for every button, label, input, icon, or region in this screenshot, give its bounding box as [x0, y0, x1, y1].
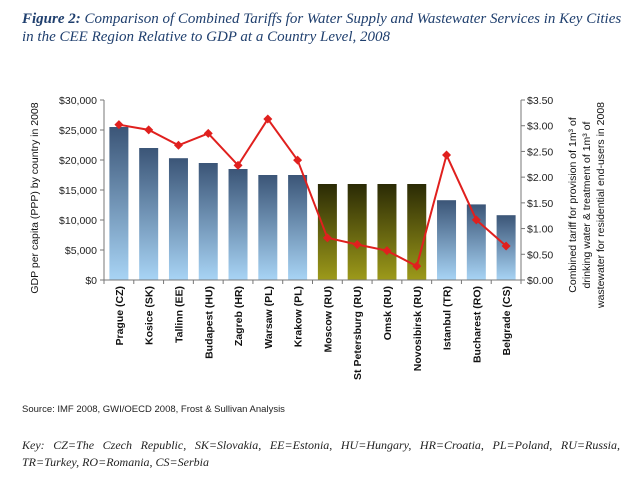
category-label: Novosibirsk (RU)	[412, 286, 424, 371]
tariff-point	[352, 240, 362, 250]
right-axis-title-line: wastewater for residential end-users in …	[595, 102, 607, 309]
right-tick-label: $2.50	[527, 146, 553, 158]
tariff-point	[114, 120, 124, 130]
tariff-point	[382, 246, 392, 256]
tariff-point	[263, 114, 273, 124]
tariff-point	[322, 233, 332, 243]
left-axis-title: GDP per capita (PPP) by country in 2008	[29, 102, 41, 293]
category-label: Tallinn (EE)	[173, 286, 185, 343]
right-axis-title-line: drinking water & treatment of 1m³ of	[581, 121, 593, 288]
tariff-point	[173, 140, 183, 150]
right-tick-label: $3.00	[527, 121, 553, 133]
bar-krakow-pl	[288, 175, 308, 280]
tariff-point	[501, 241, 511, 251]
axes-layer: $0 $5,000 $10,000 $15,000 $20,000 $25,000 $30,…	[29, 95, 607, 380]
category-label: Prague (CZ)	[114, 286, 126, 346]
bars-layer	[109, 127, 516, 280]
bar-budapest-hu	[198, 163, 218, 280]
bar-istanbul-tr	[437, 200, 457, 280]
right-tick-label: $0.50	[527, 249, 553, 261]
figure-title: Comparison of Combined Tariffs for Water…	[22, 11, 622, 45]
category-label: Krakow (PL)	[293, 286, 305, 347]
combined-chart: $0 $5,000 $10,000 $15,000 $20,000 $25,000 $30,…	[29, 95, 607, 380]
tariff-point	[412, 261, 422, 271]
category-label: Istanbul (TR)	[442, 286, 454, 350]
right-tick-label: $1.00	[527, 224, 553, 236]
right-tick-label: $2.00	[527, 172, 553, 184]
right-axis-title-line: Combined tariff for provision of 1m³ of	[567, 117, 579, 293]
category-label: Zagreb (HR)	[233, 286, 245, 346]
bar-st-petersburg-ru	[347, 184, 367, 280]
left-tick-label: $25,000	[59, 125, 97, 137]
left-tick-label: $5,000	[65, 245, 97, 257]
tariff-point	[442, 150, 452, 160]
bar-warsaw-pl	[258, 175, 278, 280]
tariff-point	[293, 155, 303, 165]
figure-label: Figure 2:	[22, 11, 81, 27]
left-tick-label: $10,000	[59, 215, 97, 227]
tariff-line-layer	[114, 114, 511, 271]
bar-novosibirsk-ru	[407, 184, 427, 280]
left-tick-label: $15,000	[59, 185, 97, 197]
left-tick-label: $0	[85, 275, 97, 287]
category-label: Bucharest (RO)	[471, 286, 483, 363]
bar-prague-cz	[109, 127, 129, 280]
country-key: Key: CZ=The Czech Republic, SK=Slovakia,…	[22, 438, 620, 469]
bar-zagreb-hr	[228, 169, 248, 280]
bar-tallinn-ee	[168, 158, 188, 280]
right-tick-label: $0.00	[527, 275, 553, 287]
category-label: Omsk (RU)	[382, 286, 394, 340]
tariff-point	[144, 125, 154, 135]
tariff-point	[203, 128, 213, 138]
right-tick-label: $3.50	[527, 95, 553, 107]
category-label: Kosice (SK)	[144, 286, 156, 345]
tariff-point	[233, 160, 243, 170]
left-tick-label: $20,000	[59, 155, 97, 167]
bar-kosice-sk	[139, 148, 159, 280]
category-label: Warsaw (PL)	[263, 286, 275, 349]
category-label: St Petersburg (RU)	[352, 286, 364, 380]
bar-moscow-ru	[317, 184, 337, 280]
category-label: Moscow (RU)	[322, 286, 334, 353]
right-tick-label: $1.50	[527, 198, 553, 210]
bar-omsk-ru	[377, 184, 397, 280]
category-label: Budapest (HU)	[203, 286, 215, 359]
source-note: Source: IMF 2008, GWI/OECD 2008, Frost &…	[22, 404, 285, 415]
tariff-point	[471, 215, 481, 225]
figure-caption: Figure 2: Comparison of Combined Tariffs…	[22, 10, 622, 46]
tariff-line	[118, 117, 507, 268]
left-tick-label: $30,000	[59, 95, 97, 107]
category-label: Belgrade (CS)	[501, 286, 513, 355]
